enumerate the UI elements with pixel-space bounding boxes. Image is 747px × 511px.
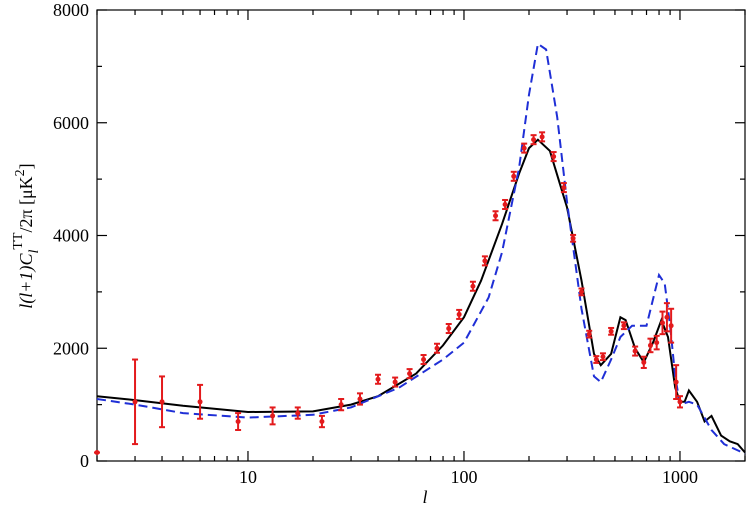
data-point bbox=[434, 345, 440, 351]
data-point bbox=[531, 137, 537, 143]
data-point bbox=[357, 396, 363, 402]
x-tick-label: 100 bbox=[450, 467, 477, 487]
model-curve bbox=[96, 138, 746, 454]
data-point bbox=[295, 410, 301, 416]
data-point bbox=[673, 379, 679, 385]
data-point bbox=[197, 399, 203, 405]
data-point bbox=[539, 134, 545, 140]
data-point bbox=[600, 354, 606, 360]
data-point bbox=[421, 357, 427, 363]
data-point bbox=[456, 311, 462, 317]
data-point bbox=[551, 154, 557, 160]
data-point bbox=[632, 348, 638, 354]
data-point bbox=[654, 340, 660, 346]
data-point bbox=[270, 413, 276, 419]
model-curve bbox=[96, 42, 746, 455]
data-point bbox=[570, 235, 576, 241]
data-point bbox=[521, 145, 527, 151]
data-point bbox=[493, 213, 499, 219]
y-label-sup: TT bbox=[11, 232, 26, 250]
y-label-part: ] bbox=[16, 163, 36, 169]
y-tick-label: 2000 bbox=[53, 338, 89, 358]
data-point bbox=[677, 399, 683, 405]
x-tick-label: 10 bbox=[239, 467, 257, 487]
x-tick-label: 1000 bbox=[662, 467, 698, 487]
y-tick-label: 8000 bbox=[53, 0, 89, 20]
data-point bbox=[621, 323, 627, 329]
data-point bbox=[132, 399, 138, 405]
y-tick-label: 6000 bbox=[53, 113, 89, 133]
y-axis-label: l(l+1)ClTT/2π [μK2] bbox=[11, 163, 42, 308]
data-point bbox=[319, 419, 325, 425]
data-point bbox=[392, 379, 398, 385]
y-label-sub: l bbox=[27, 250, 42, 254]
plot-frame bbox=[96, 9, 746, 462]
data-point bbox=[159, 399, 165, 405]
data-point bbox=[470, 283, 476, 289]
y-label-part: l(l+1)C bbox=[16, 253, 37, 309]
data-point bbox=[338, 402, 344, 408]
data-point bbox=[561, 185, 567, 191]
data-point bbox=[578, 289, 584, 295]
x-axis-label: l bbox=[422, 487, 427, 507]
data-point bbox=[659, 320, 665, 326]
data-point bbox=[647, 342, 653, 348]
data-point bbox=[502, 201, 508, 207]
data-point bbox=[664, 314, 670, 320]
data-point bbox=[641, 359, 647, 365]
data-point bbox=[608, 328, 614, 334]
data-point bbox=[235, 419, 241, 425]
data-point bbox=[375, 376, 381, 382]
data-point bbox=[593, 357, 599, 363]
data-point bbox=[511, 173, 517, 179]
data-point bbox=[482, 258, 488, 264]
data-point bbox=[668, 323, 674, 329]
data-point bbox=[94, 450, 100, 456]
y-tick-label: 4000 bbox=[53, 226, 89, 246]
data-point bbox=[446, 326, 452, 332]
y-label-sup: 2 bbox=[13, 169, 28, 176]
y-label-part: /2π [μK bbox=[16, 176, 36, 232]
y-tick-label: 0 bbox=[80, 451, 89, 471]
data-point bbox=[586, 331, 592, 337]
data-point bbox=[407, 371, 413, 377]
